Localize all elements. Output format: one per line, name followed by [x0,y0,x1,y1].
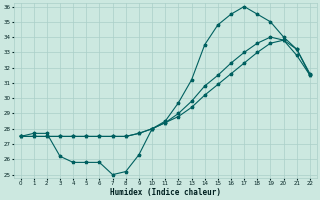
X-axis label: Humidex (Indice chaleur): Humidex (Indice chaleur) [110,188,221,197]
